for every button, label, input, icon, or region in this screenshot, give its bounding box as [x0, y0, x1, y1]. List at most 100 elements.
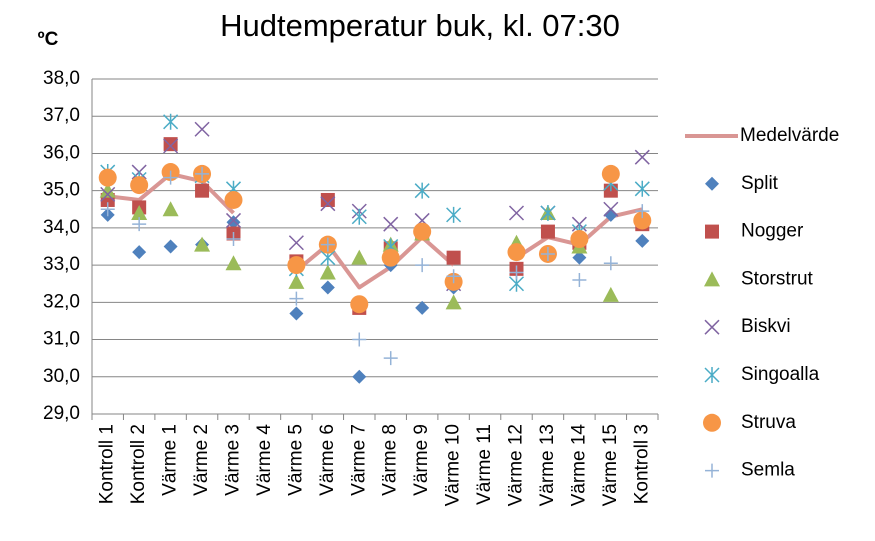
marker-diamond	[320, 280, 335, 295]
marker-plus	[352, 332, 367, 347]
x-tick-label: Värme 1	[160, 424, 181, 496]
marker-diamond	[132, 245, 147, 260]
legend-label: Singoalla	[741, 364, 820, 385]
marker-plus	[572, 273, 587, 287]
legend-label: Medelvärde	[740, 125, 839, 146]
y-tick-label: 29,0	[43, 403, 80, 424]
marker-x	[225, 212, 242, 228]
x-tick-label: Värme 4	[254, 424, 275, 496]
y-axis-unit: ºC	[38, 29, 59, 50]
legend-label: Nogger	[741, 221, 804, 242]
chart-title: Hudtemperatur buk, kl. 07:30	[220, 8, 620, 43]
marker-star	[634, 180, 650, 197]
marker-plus	[603, 256, 618, 271]
marker-plus	[289, 291, 304, 306]
x-tick-label: Värme 10	[443, 424, 464, 506]
marker-star	[163, 113, 179, 130]
marker-diamond	[226, 215, 241, 230]
marker-diamond	[572, 250, 587, 265]
marker-diamond	[163, 239, 178, 254]
legend-label: Semla	[741, 460, 795, 481]
marker-triangle	[99, 182, 116, 198]
marker-plus	[226, 232, 241, 247]
marker-circle	[413, 222, 432, 241]
marker-diamond	[415, 300, 430, 315]
marker-triangle	[445, 294, 462, 310]
marker-x	[320, 196, 336, 212]
marker-circle	[570, 230, 589, 249]
marker-plus	[509, 265, 524, 280]
marker-plus	[195, 166, 210, 181]
y-tick-label: 33,0	[43, 254, 80, 275]
marker-triangle	[351, 249, 368, 265]
x-tick-label: Kontroll 1	[97, 424, 118, 504]
y-tick-label: 35,0	[43, 180, 80, 201]
y-tick-label: 34,0	[43, 217, 80, 238]
x-tick-label: Kontroll 3	[631, 424, 652, 504]
marker-triangle	[704, 271, 720, 287]
x-tick-label: Värme 8	[380, 424, 401, 496]
marker-plus	[635, 204, 650, 219]
marker-triangle	[162, 201, 179, 217]
y-tick-label: 30,0	[43, 366, 80, 387]
x-tick-label: Värme 14	[568, 424, 589, 507]
marker-x	[163, 138, 179, 154]
y-tick-label: 38,0	[43, 68, 80, 89]
x-tick-label: Kontroll 2	[128, 424, 149, 504]
x-tick-label: Värme 7	[348, 424, 369, 496]
marker-circle	[507, 243, 526, 262]
x-tick-label: Värme 11	[474, 424, 495, 505]
x-tick-label: Värme 6	[317, 424, 338, 496]
legend-label: Storstrut	[741, 268, 814, 289]
marker-circle	[381, 248, 400, 267]
marker-circle	[601, 164, 620, 183]
marker-star	[351, 208, 367, 225]
marker-circle	[224, 190, 243, 209]
marker-triangle	[225, 255, 242, 271]
marker-star	[704, 367, 720, 383]
marker-star	[414, 182, 430, 199]
marker-x	[194, 121, 210, 137]
marker-x	[508, 205, 525, 221]
marker-star	[446, 206, 462, 223]
marker-circle	[130, 176, 149, 195]
marker-x	[288, 235, 304, 251]
marker-diamond	[352, 369, 367, 384]
x-tick-label: Värme 2	[191, 424, 212, 496]
marker-triangle	[194, 236, 211, 252]
legend-label: Biskvi	[741, 316, 791, 337]
x-tick-label: Värme 5	[285, 424, 306, 496]
marker-plus	[163, 170, 178, 185]
marker-triangle	[288, 273, 305, 289]
marker-x	[100, 186, 116, 202]
marker-square	[163, 137, 178, 152]
marker-circle	[633, 211, 652, 230]
marker-circle	[98, 168, 117, 187]
marker-plus	[320, 237, 335, 252]
marker-square	[195, 183, 210, 198]
marker-triangle	[131, 205, 148, 220]
marker-diamond	[603, 207, 618, 222]
marker-x	[704, 319, 720, 335]
marker-diamond	[635, 233, 650, 248]
x-tick-label: Värme 9	[411, 424, 432, 496]
marker-plus	[540, 246, 555, 261]
marker-square	[320, 192, 335, 207]
x-tick-label: Värme 13	[537, 424, 558, 506]
marker-circle	[350, 295, 369, 314]
marker-plus	[415, 258, 430, 273]
marker-plus	[383, 351, 398, 366]
marker-square	[705, 224, 719, 239]
y-tick-label: 36,0	[43, 142, 80, 163]
y-tick-label: 32,0	[43, 291, 80, 312]
marker-circle	[703, 413, 721, 432]
marker-square	[540, 224, 555, 239]
x-tick-label: Värme 3	[223, 424, 244, 496]
marker-diamond	[289, 306, 304, 321]
y-tick-label: 31,0	[43, 329, 80, 350]
marker-circle	[287, 256, 306, 275]
marker-star	[540, 205, 556, 221]
y-tick-label: 37,0	[43, 105, 80, 126]
marker-plus	[705, 463, 719, 478]
